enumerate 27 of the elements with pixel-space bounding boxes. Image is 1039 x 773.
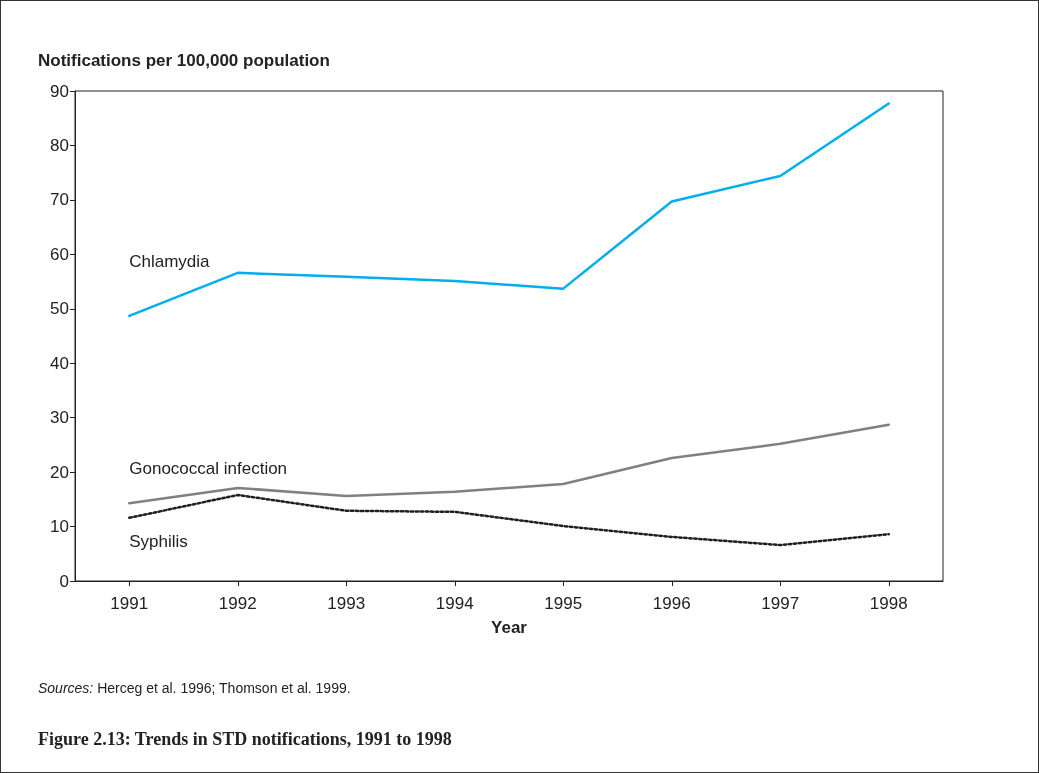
y-tick-label: 20	[50, 462, 69, 482]
y-tick-label: 50	[50, 299, 69, 319]
x-tick-label: 1991	[110, 594, 149, 613]
x-tick-label: 1998	[869, 594, 908, 613]
series-label: Gonococcal infection	[129, 458, 288, 478]
y-tick-label: 40	[50, 353, 69, 373]
y-tick-label: 60	[50, 244, 69, 264]
series-label: Syphilis	[129, 532, 188, 552]
x-tick-label: 1996	[652, 594, 691, 613]
x-tick-label: 1993	[327, 594, 366, 613]
y-tick-label: 80	[50, 135, 69, 155]
text: Figure 2.13: Trends in STD notifications, 1991 to 1998	[38, 729, 452, 750]
line-series	[128, 423, 890, 505]
x-tick-label: 1995	[544, 594, 583, 613]
y-tick-label: 0	[59, 571, 69, 591]
x-tick-label: 1997	[761, 594, 800, 613]
y-tick-label: 70	[50, 190, 69, 210]
y-axis-title: Notifications per 100,000 population	[38, 51, 330, 70]
y-tick-label: 10	[50, 517, 69, 537]
y-tick-label: 90	[50, 81, 69, 101]
source-note: Sources: Herceg et al. 1996; Thomson et al. 1999.	[38, 680, 351, 696]
series-label: Chlamydia	[129, 252, 211, 272]
y-tick-label: 30	[50, 408, 69, 428]
x-axis-title: Year	[491, 618, 528, 637]
x-tick-label: 1992	[218, 594, 257, 613]
x-tick-label: 1994	[435, 594, 474, 613]
line-series	[128, 102, 890, 318]
